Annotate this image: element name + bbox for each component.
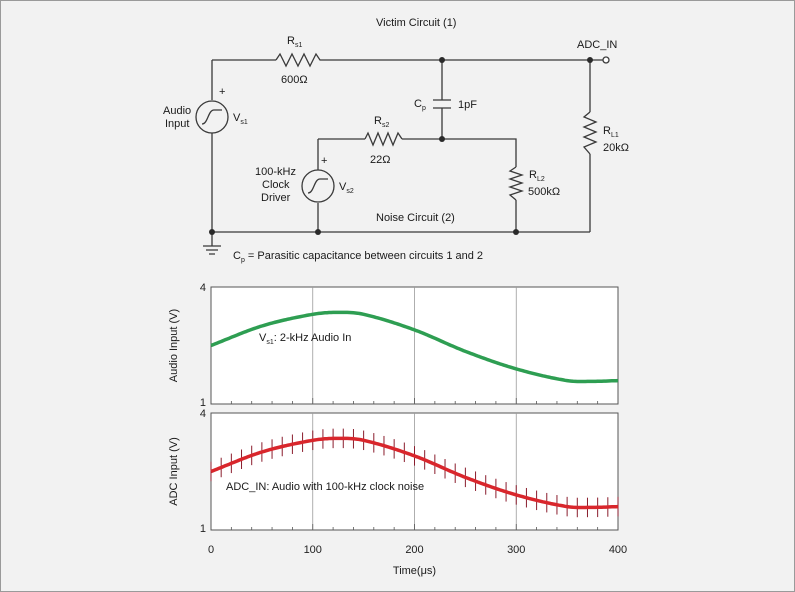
vs1-source-icon: [195, 100, 229, 134]
ground-icon: [203, 232, 221, 255]
y-axis-label: ADC Input (V): [168, 437, 180, 505]
vs2-name-line3: Driver: [261, 192, 291, 204]
vs2-label: Vs2: [339, 181, 354, 195]
y-tick-label: 4: [200, 282, 206, 294]
series-annotation: ADC_IN: Audio with 100-kHz clock noise: [226, 481, 424, 493]
vs1-name-line2: Input: [165, 118, 189, 130]
rs1-label: Rs1: [287, 35, 302, 49]
series-line: [210, 436, 619, 510]
rl1-label: RL1: [603, 125, 619, 139]
vs2-plus: +: [321, 155, 327, 167]
x-tick-label: 100: [304, 544, 322, 556]
rl2-resistor-icon: [507, 166, 525, 201]
x-axis-label: Time(μs): [393, 565, 436, 577]
y-tick-label: 1: [200, 523, 206, 535]
cp-value: 1pF: [458, 99, 477, 111]
adc-in-label: ADC_IN: [577, 39, 617, 51]
wire-top: [211, 59, 603, 232]
audio-input-chart: 4 1 Audio Input (V) Vs1: 2-kHz Audio In: [168, 282, 619, 409]
x-tick-label: 400: [609, 544, 627, 556]
x-tick-label: 0: [208, 544, 214, 556]
series-annotation: Vs1: 2-kHz Audio In: [259, 332, 351, 346]
vs2-source-icon: [301, 169, 335, 203]
cp-label: Cp: [414, 98, 426, 112]
rs2-label: Rs2: [374, 115, 389, 129]
rl1-value: 20kΩ: [603, 142, 629, 154]
vs1-name-line1: Audio: [163, 105, 191, 117]
vs1-plus: +: [219, 86, 225, 98]
circuit-schematic: [195, 52, 610, 255]
junction-dots: [209, 57, 593, 235]
series-line: [210, 310, 619, 384]
adc-in-terminal-icon: [602, 56, 610, 64]
rs1-resistor-icon: [275, 52, 324, 68]
rs1-value: 600Ω: [281, 74, 308, 86]
rs2-value: 22Ω: [370, 154, 390, 166]
rl1-resistor-icon: [582, 111, 598, 155]
vs2-name-line2: Clock: [262, 179, 290, 191]
parasitic-note: Cp = Parasitic capacitance between circu…: [233, 250, 483, 264]
y-tick-label: 1: [200, 397, 206, 409]
x-tick-label: 300: [507, 544, 525, 556]
x-tick-label: 200: [405, 544, 423, 556]
y-tick-label: 4: [200, 408, 206, 420]
y-axis-label: Audio Input (V): [168, 309, 180, 382]
rl2-label: RL2: [529, 169, 545, 183]
wire-noise: [317, 138, 517, 232]
adc-input-chart: 4 1 ADC Input (V) ADC_IN: Audio with 100-kH…: [168, 408, 627, 577]
noise-circuit-title: Noise Circuit (2): [376, 212, 455, 224]
vs2-name-line1: 100-kHz: [255, 166, 296, 178]
vs1-label: Vs1: [233, 112, 248, 126]
victim-circuit-title: Victim Circuit (1): [376, 17, 456, 29]
rl2-value: 500kΩ: [528, 186, 560, 198]
cp-capacitor-icon: [433, 99, 451, 109]
rs2-resistor-icon: [364, 131, 403, 147]
